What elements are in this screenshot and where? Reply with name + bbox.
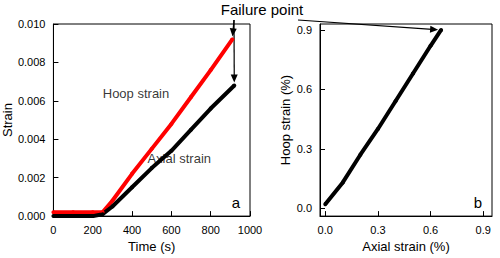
svg-text:1000: 1000: [238, 224, 262, 236]
svg-text:b: b: [474, 194, 482, 211]
svg-text:0.6: 0.6: [297, 83, 312, 95]
svg-text:Failure point: Failure point: [221, 1, 304, 18]
svg-text:Hoop strain (%): Hoop strain (%): [278, 75, 293, 165]
svg-text:Time (s): Time (s): [128, 239, 175, 254]
svg-text:0.9: 0.9: [297, 24, 312, 36]
svg-text:Axial strain: Axial strain: [147, 151, 211, 166]
svg-text:600: 600: [162, 224, 180, 236]
svg-text:0.9: 0.9: [476, 224, 491, 236]
svg-text:400: 400: [123, 224, 141, 236]
svg-text:0.3: 0.3: [297, 143, 312, 155]
svg-text:0.6: 0.6: [423, 224, 438, 236]
svg-text:0: 0: [50, 224, 56, 236]
svg-text:Hoop strain: Hoop strain: [103, 86, 169, 101]
svg-text:0.008: 0.008: [18, 56, 46, 68]
svg-text:Strain: Strain: [0, 103, 15, 137]
svg-text:0.002: 0.002: [18, 172, 46, 184]
svg-text:0.000: 0.000: [18, 210, 46, 222]
svg-text:800: 800: [202, 224, 220, 236]
svg-text:0.0: 0.0: [297, 202, 312, 214]
svg-text:0.0: 0.0: [318, 224, 333, 236]
svg-text:0.004: 0.004: [18, 133, 46, 145]
svg-text:0.010: 0.010: [18, 18, 46, 30]
svg-text:200: 200: [84, 224, 102, 236]
svg-text:a: a: [232, 194, 241, 211]
svg-text:0.006: 0.006: [18, 95, 46, 107]
svg-text:Axial strain (%): Axial strain (%): [362, 239, 449, 254]
svg-text:0.3: 0.3: [370, 224, 385, 236]
